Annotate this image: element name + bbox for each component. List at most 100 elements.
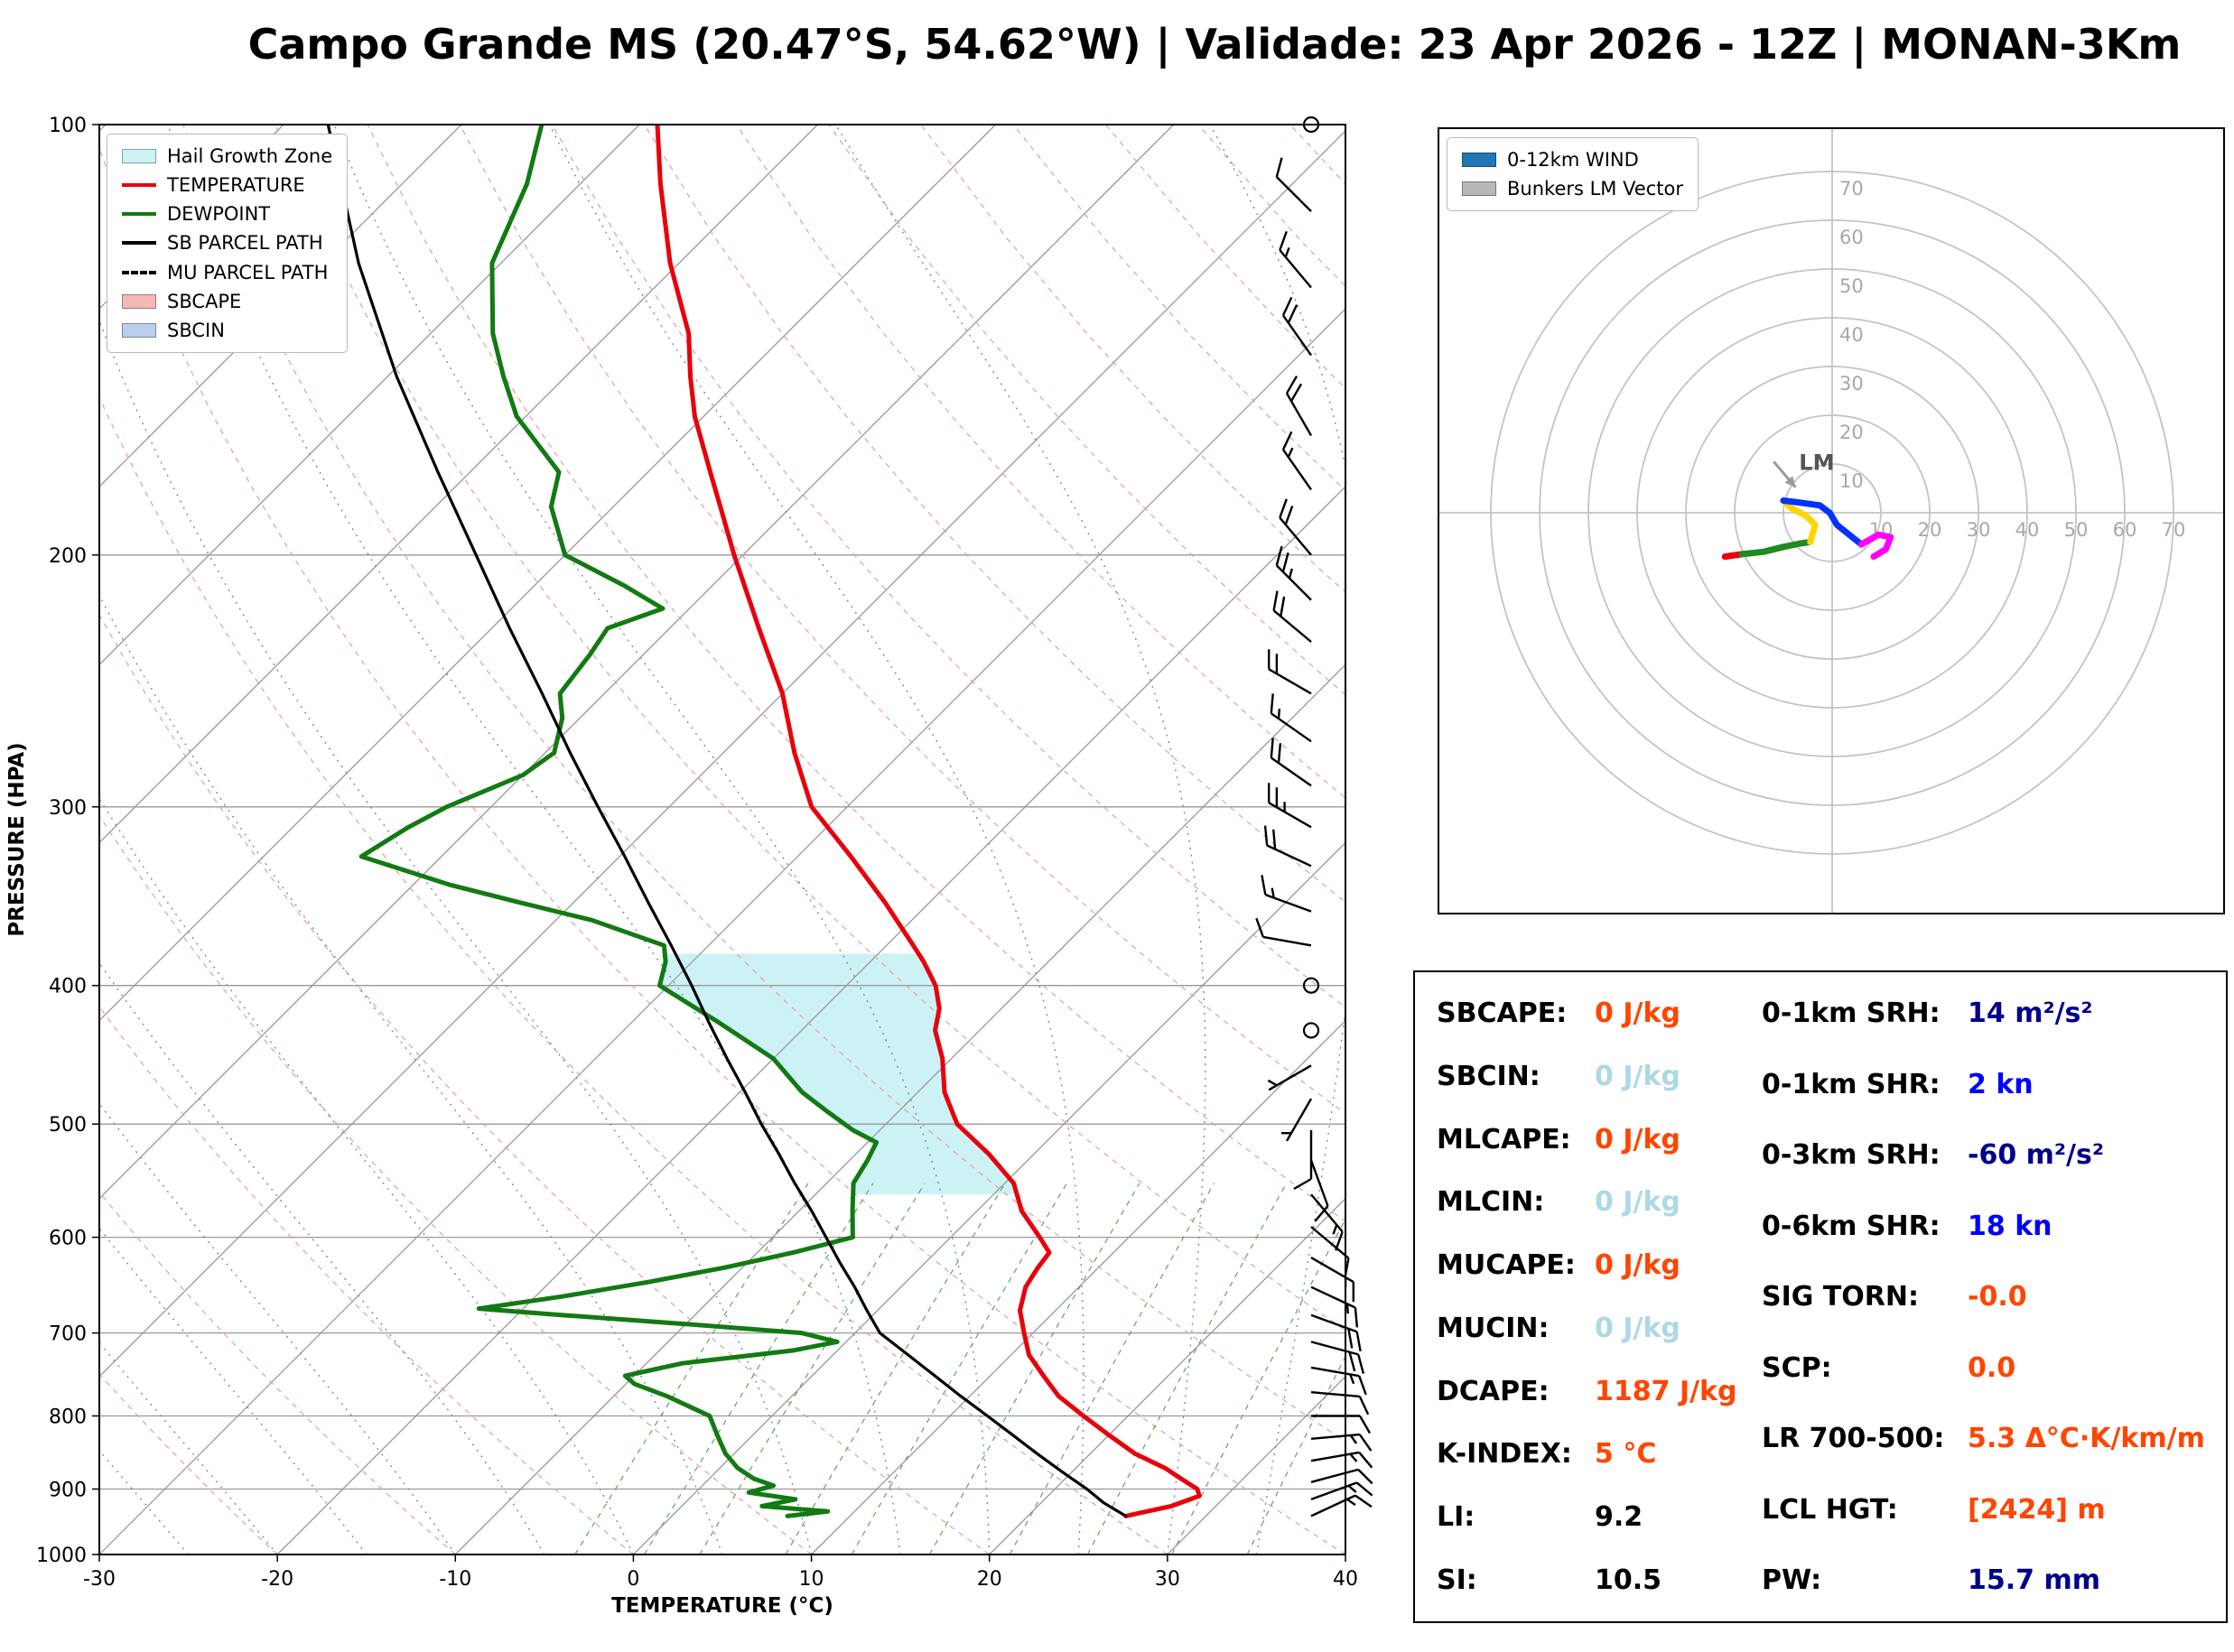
hodo-ring (1685, 366, 1979, 660)
wind-barb-staff (1262, 935, 1312, 947)
lm-label: LM (1799, 450, 1834, 476)
wind-barb-feather (1284, 246, 1290, 258)
hodo-ring (1636, 317, 2028, 709)
hodo-ring (1587, 268, 2077, 757)
stat-label: SIG TORN: (1762, 1281, 1920, 1313)
stat-value: 10.5 (1595, 1564, 1662, 1596)
sbcape-swatch (122, 293, 156, 309)
wind-barb-feather (1357, 1354, 1365, 1374)
legend-item: Bunkers LM Vector (1462, 178, 1683, 200)
wind-barb-feather (1279, 498, 1288, 518)
wind-barb-feather (1255, 917, 1264, 938)
mu-parcel-path-curve (327, 125, 1127, 1517)
mixing-ratio-line (574, 1183, 809, 1555)
skewt-legend: Hail Growth Zone TEMPERATURE DEWPOINT SB PA… (107, 134, 349, 353)
hail-growth-zone-swatch (122, 149, 156, 164)
wind-barb-feather (1277, 709, 1281, 719)
isotherm (99, 125, 640, 666)
wind-barb-feather (1358, 1415, 1372, 1434)
wind-barb-staff (1310, 1285, 1356, 1309)
isotherm (99, 125, 997, 1022)
wind-barb-feather (1288, 568, 1293, 579)
mixing-ratio-line (1086, 1183, 1288, 1555)
wind-barb-staff (1279, 249, 1312, 289)
stat-value: 9.2 (1595, 1501, 1643, 1534)
stat-value: 5 °C (1595, 1438, 1657, 1471)
stat-label: LCL HGT: (1762, 1493, 1898, 1526)
legend-item: 0-12km WIND (1462, 149, 1683, 171)
x-tick-label: 30 (1155, 1568, 1180, 1591)
dry-adiabat (99, 614, 991, 1555)
legend-item: SBCAPE (122, 291, 332, 312)
stat-value: 0.0 (1968, 1351, 2016, 1384)
dry-adiabat (459, 125, 1345, 1115)
dry-adiabat (1382, 125, 1409, 1555)
hodo-ring-label: 70 (1839, 178, 1864, 200)
stat-value: 14 m²/s² (1968, 998, 2093, 1029)
calm-wind-circle (1302, 1022, 1320, 1039)
stat-value: -60 m²/s² (1968, 1139, 2104, 1171)
temperature-curve (655, 125, 1202, 1518)
x-tick-label: 20 (977, 1568, 1002, 1591)
x-tick-label: 40 (1333, 1568, 1358, 1591)
wind-barbs (1255, 116, 1373, 1517)
hodo-wind-segment-6-9km (1780, 497, 1865, 548)
x-tick-label: 0 (627, 1568, 639, 1591)
dewpoint-swatch (122, 212, 156, 217)
stat-label: SCP: (1762, 1351, 1832, 1384)
moist-adiabat (835, 125, 1206, 1555)
wind-barb-feather (1279, 230, 1288, 251)
legend-label: SB PARCEL PATH (167, 232, 323, 255)
bunkers-lm-vector-swatch (1462, 181, 1496, 197)
wind-barb-feather (1287, 447, 1294, 458)
hail-growth-zone (659, 953, 1018, 1195)
stat-value: 18 kn (1968, 1210, 2052, 1242)
legend-label: Hail Growth Zone (167, 145, 333, 167)
plot-frame (98, 124, 1346, 1555)
stat-label: MUCIN: (1437, 1312, 1550, 1344)
stat-label: 0-1km SHR: (1762, 1068, 1941, 1100)
hodo-ring (1490, 171, 2174, 855)
hodo-frame (1438, 127, 2225, 914)
dry-adiabat (99, 395, 1168, 1555)
stat-row: SBCIN: 0 J/kg (1437, 1061, 1753, 1092)
moist-adiabat (99, 797, 635, 1555)
wind-barb-feather (1267, 1079, 1278, 1087)
wind-barb-staff (1275, 176, 1312, 212)
wind-barb-feather (1285, 376, 1299, 394)
y-tick-label: 200 (49, 545, 87, 568)
isotherm (99, 308, 1345, 1555)
wind-barb-feather (1284, 506, 1294, 525)
stat-label: 0-3km SRH: (1762, 1139, 1941, 1171)
wind-barb-feather (1347, 1484, 1357, 1493)
legend-label: SBCIN (167, 319, 225, 341)
stats-panel: SBCAPE: 0 J/kg SBCIN: 0 J/kg MLCAPE: 0 J/kg ML… (1413, 970, 2228, 1623)
stat-row: MUCAPE: 0 J/kg (1437, 1249, 1753, 1281)
wind-barb-feather (1271, 887, 1275, 898)
wind-barb-feather (1346, 1498, 1356, 1507)
y-tick-label: 1000 (36, 1545, 87, 1567)
moist-adiabat (167, 125, 901, 1555)
stat-value: 15.7 mm (1968, 1564, 2100, 1596)
wind-barb-feather (1275, 157, 1283, 178)
sb-parcel-path-swatch (122, 241, 156, 246)
stat-value: 0 J/kg (1595, 1249, 1680, 1282)
stat-label: 0-1km SRH: (1762, 998, 1941, 1029)
hodo-ring-label: 50 (1839, 275, 1864, 297)
wind-barb-staff (1264, 893, 1312, 913)
wind-barb-staff (1310, 1313, 1358, 1333)
legend-label: TEMPERATURE (167, 174, 305, 197)
skewt-plot-area (99, 125, 1409, 1555)
hodo-ring-label: 70 (2162, 519, 2186, 541)
hodo-ring (1783, 463, 1882, 562)
stats-column-left: SBCAPE: 0 J/kg SBCIN: 0 J/kg MLCAPE: 0 J/kg ML… (1437, 998, 1753, 1596)
stat-row: MLCIN: 0 J/kg (1437, 1186, 1753, 1218)
stat-row: LI: 9.2 (1437, 1501, 1753, 1533)
mixing-ratio-line (1009, 1183, 1215, 1555)
wind-barb-feather (1281, 296, 1293, 316)
isotherm (811, 1019, 1345, 1555)
hodo-ring (1539, 219, 2126, 806)
wind-barb-staff (1282, 449, 1312, 491)
